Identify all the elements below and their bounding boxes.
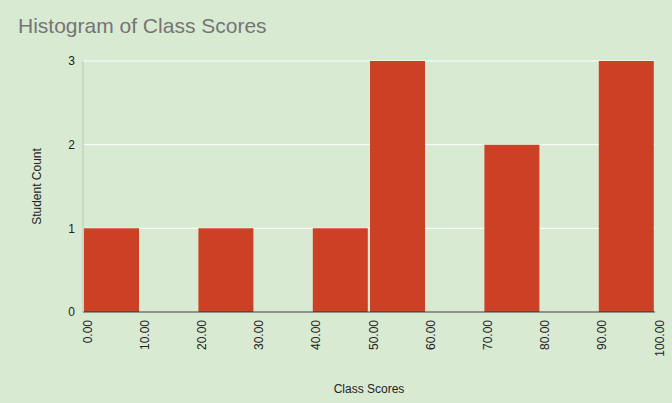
svg-text:90.00: 90.00 (595, 320, 609, 350)
svg-text:70.00: 70.00 (481, 320, 495, 350)
svg-text:0: 0 (68, 305, 75, 319)
svg-text:2: 2 (68, 138, 75, 152)
svg-text:40.00: 40.00 (309, 320, 323, 350)
svg-text:3: 3 (68, 54, 75, 68)
svg-text:80.00: 80.00 (538, 320, 552, 350)
svg-text:30.00: 30.00 (252, 320, 266, 350)
svg-text:60.00: 60.00 (424, 320, 438, 350)
svg-text:50.00: 50.00 (367, 320, 381, 350)
svg-text:100.00: 100.00 (653, 320, 664, 357)
svg-text:Class Scores: Class Scores (334, 382, 405, 396)
html-text:Histogram of Class Scores: Histogram of Class Scores (18, 14, 267, 37)
svg-text:1: 1 (68, 222, 75, 236)
svg-text:20.00: 20.00 (195, 320, 209, 350)
svg-text:10.00: 10.00 (138, 320, 152, 350)
svg-text:Student Count: Student Count (30, 147, 44, 224)
svg-text:0.00: 0.00 (81, 320, 95, 344)
